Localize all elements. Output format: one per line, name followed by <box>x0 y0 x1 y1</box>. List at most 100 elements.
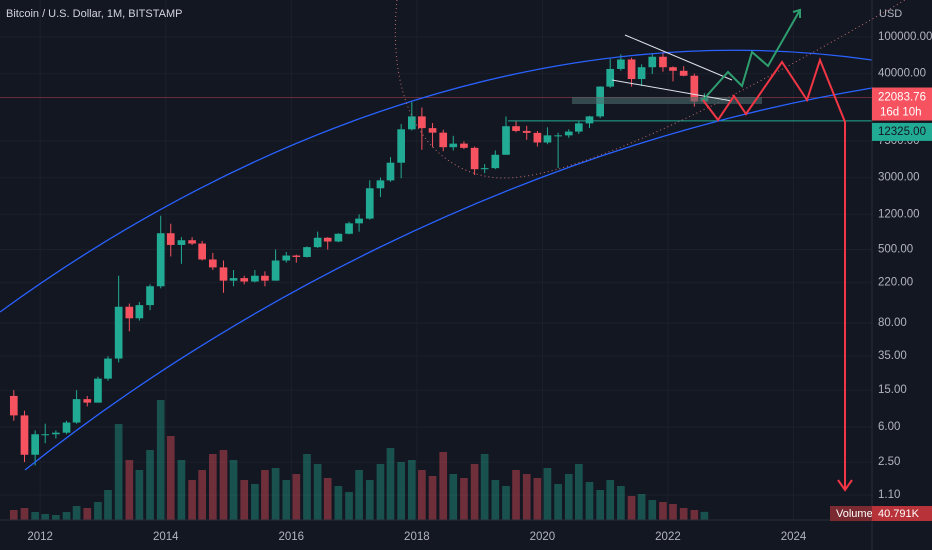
volume-bar <box>292 474 301 520</box>
candle-body <box>502 126 510 155</box>
candle-body <box>52 432 60 435</box>
level-box <box>872 122 932 141</box>
volume-bar <box>512 470 520 520</box>
volume-bar <box>543 468 552 520</box>
volume-bar <box>125 460 134 520</box>
candle-body <box>198 243 206 260</box>
volume-bar <box>334 486 343 520</box>
volume-bar <box>31 512 39 520</box>
candle-body <box>135 305 144 319</box>
candle-body <box>627 59 636 80</box>
volume-bar <box>208 454 217 520</box>
volume-bar <box>690 510 699 520</box>
volume-bar <box>114 424 123 520</box>
candle-body <box>114 306 123 359</box>
countdown-label: 16d 10h <box>880 107 922 119</box>
volume-bar <box>323 478 332 520</box>
candle-body <box>564 131 573 136</box>
volume-bar <box>407 460 416 520</box>
volume-bar <box>355 470 363 520</box>
volume-bar <box>700 511 709 520</box>
volume-bar <box>251 484 259 520</box>
candle-body <box>282 255 291 261</box>
y-tick-label: 80.00 <box>878 317 907 329</box>
volume-bar <box>20 508 29 520</box>
volume-bar <box>345 492 353 520</box>
volume-bar <box>606 480 615 520</box>
candle-body <box>261 275 269 281</box>
y-tick-label: 6.00 <box>878 421 900 433</box>
y-tick-label: 40000.00 <box>878 68 926 80</box>
bear-arrowhead <box>837 479 853 492</box>
candle-body <box>512 126 520 131</box>
volume-bar <box>397 462 405 520</box>
volume-bar <box>135 470 144 520</box>
volume-bar <box>574 464 583 520</box>
volume-last-box <box>872 506 932 521</box>
volume-bar <box>219 450 228 520</box>
volume-bar <box>62 512 71 520</box>
candle-body <box>146 286 154 306</box>
volume-bar <box>428 476 437 520</box>
candle-body <box>41 434 50 436</box>
wedge-line <box>611 79 733 102</box>
candle-body <box>659 56 667 68</box>
volume-bar <box>522 474 531 520</box>
candle-body <box>585 116 594 124</box>
candle-body <box>690 75 699 102</box>
candle-body <box>376 180 385 189</box>
volume-bar <box>94 502 102 520</box>
volume-bar <box>439 452 448 520</box>
y-tick-label: 3000.00 <box>878 172 920 184</box>
volume-bar <box>9 510 18 520</box>
candle-body <box>208 259 217 268</box>
volume-bar <box>261 470 269 520</box>
candle-body <box>606 68 615 87</box>
candle-body <box>355 218 363 224</box>
volume-bar <box>502 486 510 520</box>
level-label: 12325.00 <box>878 126 926 138</box>
lower-curve <box>24 87 873 471</box>
candle-body <box>365 188 374 219</box>
volume-bar <box>491 480 500 520</box>
candle-body <box>83 399 92 403</box>
zone <box>572 97 762 104</box>
volume-bar <box>585 482 594 520</box>
candle-body <box>574 123 583 132</box>
volume-bar <box>449 474 458 520</box>
candle-body <box>345 223 353 234</box>
y-tick-label: 100000.00 <box>878 31 932 43</box>
volume-bar <box>648 500 657 520</box>
volume-bar <box>104 490 112 520</box>
volume-bar <box>271 468 280 520</box>
candle-body <box>543 135 552 143</box>
grid <box>0 0 872 520</box>
x-tick-label: 2016 <box>278 531 304 543</box>
candle-body <box>460 143 468 148</box>
y-tick-label: 1200.00 <box>878 208 920 220</box>
volume-bar <box>177 460 186 520</box>
last-price-label: 22083.76 <box>878 92 926 104</box>
bull-arrowhead <box>792 8 801 18</box>
chart-title: Bitcoin / U.S. Dollar, 1M, BITSTAMP <box>6 8 182 20</box>
candle-body <box>313 237 322 248</box>
bull-projection <box>702 9 801 101</box>
volume-bar <box>83 508 92 520</box>
volume-bar <box>229 460 238 520</box>
candle-body <box>428 128 437 133</box>
last-price-box <box>872 87 932 121</box>
candle-body <box>31 434 39 455</box>
volume-bar <box>376 464 385 520</box>
candle-body <box>669 67 677 71</box>
y-unit: USD <box>879 8 902 20</box>
volume-bar <box>166 436 175 520</box>
x-tick-label: 2020 <box>530 531 556 543</box>
candle-body <box>125 306 134 319</box>
candle-body <box>219 267 228 281</box>
volume-bar <box>146 450 154 520</box>
volume-bar <box>282 480 291 520</box>
volume-bar <box>533 478 542 520</box>
candle-body <box>292 255 301 257</box>
y-tick-label: 500.00 <box>878 244 913 256</box>
volume-bar <box>41 514 50 520</box>
